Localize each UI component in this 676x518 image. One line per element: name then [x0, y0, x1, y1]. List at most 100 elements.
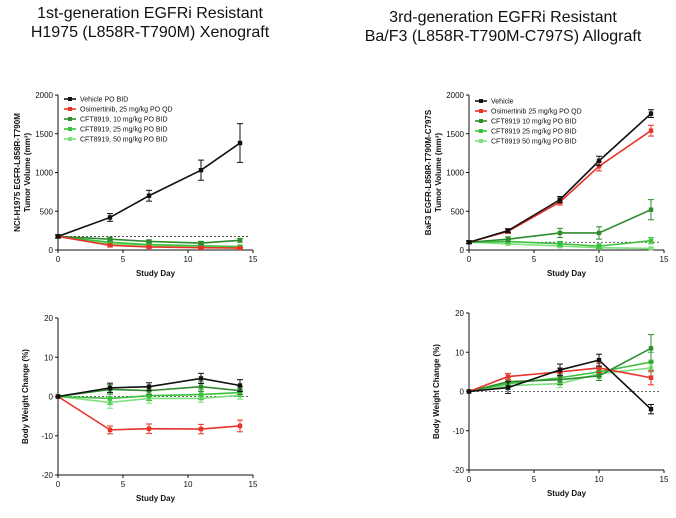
y-tick-label: 2000: [446, 91, 464, 100]
right-panel-title: 3rd-generation EGFRi Resistant Ba/F3 (L8…: [330, 8, 676, 46]
data-point: [198, 376, 204, 381]
legend-swatch-marker: [68, 137, 72, 141]
y-tick-label: 1500: [446, 130, 464, 139]
legend-label: CFT8919 25 mg/kg PO BID: [491, 129, 577, 136]
x-tick-label: 0: [467, 475, 472, 484]
y-axis-label: Tumor Volume (mm³): [23, 133, 32, 213]
legend-swatch-marker: [479, 139, 483, 143]
x-tick-label: 5: [532, 475, 537, 484]
legend-swatch-marker: [479, 119, 483, 123]
y-tick-label: 0: [460, 246, 465, 255]
data-point: [107, 396, 113, 401]
data-point: [648, 406, 654, 412]
data-point: [505, 236, 511, 242]
data-point: [648, 111, 654, 116]
data-point: [505, 374, 511, 379]
legend-label: CFT8919, 50 mg/kg PO BID: [80, 137, 168, 144]
data-point: [466, 389, 472, 394]
legend-label: Osimertinib 25 mg/kg PO QD: [491, 109, 582, 116]
data-point: [648, 375, 654, 380]
y-tick-label: 1500: [35, 130, 53, 139]
left-title-line-2: H1975 (L858R-T790M) Xenograft: [30, 24, 270, 41]
data-point: [557, 241, 563, 246]
data-point: [557, 377, 563, 382]
y-tick-label: -20: [41, 471, 53, 480]
data-point: [107, 215, 113, 220]
x-tick-label: 15: [249, 255, 258, 264]
data-point: [557, 197, 563, 202]
legend-label: Vehicle PO BID: [80, 97, 128, 104]
data-point: [198, 245, 204, 250]
data-point: [648, 238, 654, 243]
data-point: [237, 383, 243, 388]
right-title-line-1: 3rd-generation EGFRi Resistant: [389, 9, 617, 26]
x-tick-label: 10: [595, 475, 604, 484]
y-tick-label: 500: [40, 207, 54, 216]
data-point: [146, 244, 152, 250]
data-point: [648, 128, 654, 133]
data-point: [596, 357, 602, 363]
data-point: [107, 243, 113, 248]
x-tick-label: 10: [595, 255, 604, 264]
data-point: [198, 384, 204, 389]
legend-swatch-marker: [68, 117, 72, 121]
legend-label: CFT8919, 10 mg/kg PO BID: [80, 117, 168, 124]
data-point: [648, 246, 654, 251]
x-tick-label: 15: [660, 255, 669, 264]
data-point: [237, 238, 243, 243]
data-point: [596, 373, 602, 378]
x-axis-label: Study Day: [136, 494, 176, 503]
y-axis-label: BaF3 EGFR-L858R-T790M-C797S: [424, 109, 433, 235]
data-point: [505, 385, 511, 390]
y-tick-label: 1000: [35, 169, 53, 178]
y-tick-label: 1000: [446, 169, 464, 178]
y-tick-label: 0: [49, 246, 54, 255]
data-point: [107, 427, 113, 433]
data-point: [596, 230, 602, 236]
legend-label: CFT8919, 25 mg/kg PO BID: [80, 127, 168, 134]
right-title-line-2: Ba/F3 (L858R-T790M-C797S) Allograft: [364, 28, 642, 45]
x-tick-label: 5: [532, 255, 537, 264]
x-tick-label: 0: [467, 255, 472, 264]
chart-bl: -20 -10 0 10 20 0 5 10 15 Study Day Body Weight Ch…: [21, 314, 258, 503]
series-cft10: [466, 199, 654, 245]
data-point: [237, 423, 243, 429]
x-tick-label: 10: [184, 255, 193, 264]
data-point: [648, 207, 654, 212]
x-tick-label: 5: [121, 480, 126, 489]
data-point: [596, 158, 602, 164]
legend-swatch-marker: [479, 109, 483, 113]
data-point: [107, 236, 113, 242]
y-tick-label: 0: [460, 388, 465, 397]
x-tick-label: 5: [121, 255, 126, 264]
data-point: [198, 426, 204, 432]
x-axis-label: Study Day: [136, 269, 176, 278]
data-point: [55, 234, 61, 239]
series-line: [468, 129, 652, 244]
data-point: [146, 426, 152, 431]
y-tick-label: 10: [455, 348, 464, 357]
series-vehicle: [466, 109, 654, 245]
x-tick-label: 0: [56, 255, 61, 264]
data-point: [198, 392, 204, 397]
y-axis-label: Body Weight Change (%): [21, 349, 30, 444]
y-axis-label: NCI-H1975 EGFR-L858R-T790M: [13, 113, 22, 232]
legend-swatch-marker: [479, 99, 483, 103]
data-point: [107, 385, 113, 391]
chart-tl: 0 500 1000 1500 2000 0 5 10 15 Study Day NCI-H1975…: [13, 91, 258, 278]
series-vehicle: [466, 353, 654, 415]
legend-label: CFT8919 10 mg/kg PO BID: [491, 119, 577, 126]
y-tick-label: 20: [44, 314, 53, 323]
series-line: [57, 142, 241, 238]
legend-label: CFT8919 50 mg/kg PO BID: [491, 139, 577, 146]
data-point: [107, 240, 113, 245]
data-point: [237, 140, 243, 146]
x-tick-label: 15: [249, 480, 258, 489]
chart-br: -20 -10 0 10 20 0 5 10 15 Study Day Body Weight Ch…: [432, 309, 669, 498]
legend-swatch-marker: [68, 107, 72, 111]
data-point: [198, 167, 204, 173]
data-point: [557, 367, 563, 373]
y-tick-label: -10: [452, 427, 464, 436]
y-tick-label: 20: [455, 309, 464, 318]
